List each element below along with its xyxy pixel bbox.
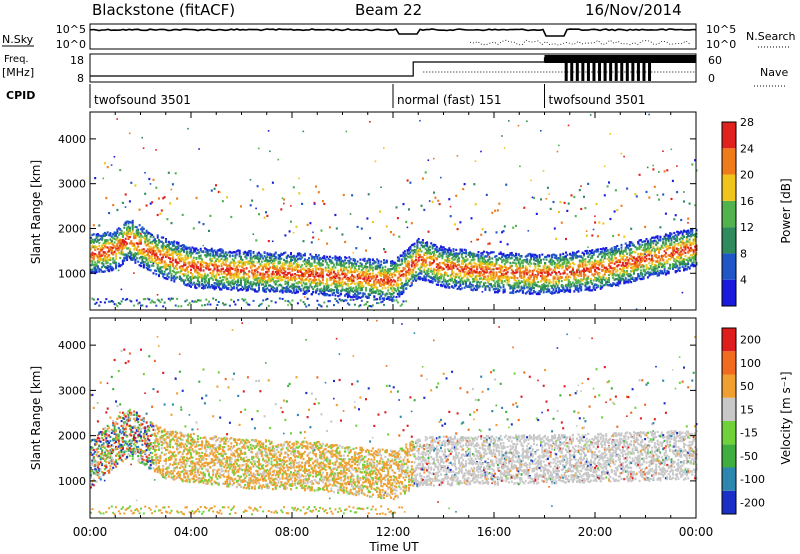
colorbar-tick-label: -50 <box>740 450 758 463</box>
freq-tick-top: 18 <box>70 54 84 67</box>
time-axis-label: Time UT <box>368 540 419 554</box>
x-tick-label: 16:00 <box>477 525 512 539</box>
x-tick-label: 04:00 <box>174 525 209 539</box>
freq-label: Freq. <box>4 54 29 65</box>
colorbar-swatch <box>722 490 736 514</box>
colorbar-tick-label: 200 <box>740 334 761 347</box>
beam-title: Beam 22 <box>355 1 422 19</box>
y-tick-label: 2000 <box>58 222 86 235</box>
station-title: Blackstone (fitACF) <box>92 1 235 19</box>
colorbar-label: Velocity [m s⁻¹] <box>779 371 793 464</box>
colorbar-swatch <box>722 253 736 280</box>
range-time-cells <box>90 319 698 516</box>
nsearch-line <box>469 39 691 46</box>
y-tick-label: 3000 <box>58 384 86 397</box>
power-colorbar: 4 8 12 16 20 24 28 Power [dB] <box>721 116 793 307</box>
colorbar-label: Power [dB] <box>779 178 793 243</box>
power-panel: 1000 2000 3000 4000 <box>58 111 698 311</box>
cpid-label: CPID <box>6 89 35 102</box>
nave-tick-top: 60 <box>708 54 722 67</box>
colorbar-tick-label: 12 <box>740 221 754 234</box>
cpid-strip: CPID twofsound 3501 normal (fast) 151 twof… <box>6 84 645 108</box>
colorbar-tick-label: -100 <box>740 473 765 486</box>
freq-tick-bottom: 8 <box>77 72 84 85</box>
colorbar-swatch <box>722 279 736 306</box>
nave-bars <box>544 55 696 81</box>
range-time-cells <box>90 113 698 311</box>
colorbar-tick-label: 20 <box>740 169 754 182</box>
colorbar-swatch <box>722 374 736 398</box>
x-tick-label: 08:00 <box>275 525 310 539</box>
nsky-label: N.Sky <box>2 33 34 46</box>
cpid-segment-label: twofsound 3501 <box>549 93 646 107</box>
colorbar-swatch <box>722 421 736 445</box>
colorbar-tick-label: 50 <box>740 380 754 393</box>
velocity-colorbar: 200 100 50 15 -15 -50 -100 -200 Velocity [m s⁻¹] <box>721 327 793 515</box>
colorbar-swatch <box>722 467 736 491</box>
y-tick-label: 3000 <box>58 178 86 191</box>
y-tick-label: 1000 <box>58 475 86 488</box>
cpid-segment-label: normal (fast) 151 <box>397 93 501 107</box>
y-tick-label: 4000 <box>58 339 86 352</box>
colorbar-tick-label: -200 <box>740 496 765 509</box>
time-axis: 00:00 04:00 08:00 12:00 16:00 20:00 00:00 <box>73 525 714 539</box>
nsky-strip: N.Sky 10^5 10^0 10^5 10^0 N.Search <box>2 23 796 51</box>
colorbar-tick-label: 24 <box>740 142 754 155</box>
velocity-panel: 1000 2000 3000 4000 <box>58 317 698 519</box>
nave-tick-bottom: 0 <box>708 72 715 85</box>
colorbar-tick-label: 100 <box>740 357 761 370</box>
colorbar-tick-label: -15 <box>740 427 758 440</box>
colorbar-swatch <box>722 328 736 352</box>
x-tick-label: 00:00 <box>73 525 108 539</box>
nsky-tick-top: 10^5 <box>56 23 86 36</box>
freq-strip: Freq. [MHz] 18 8 60 0 Nave <box>2 53 788 87</box>
nsearch-label: N.Search <box>746 30 796 43</box>
freq-unit: [MHz] <box>2 66 34 79</box>
x-tick-label: 12:00 <box>376 525 411 539</box>
colorbar-tick-label: 15 <box>740 403 754 416</box>
colorbar-swatch <box>722 122 736 149</box>
colorbar-swatch <box>722 227 736 254</box>
colorbar-swatch <box>722 444 736 468</box>
power-panel-ylabel: Slant Range [km] <box>29 160 43 264</box>
nsky-tick-bottom: 10^0 <box>56 38 86 51</box>
colorbar-tick-label: 8 <box>740 247 747 260</box>
colorbar-tick-label: 16 <box>740 195 754 208</box>
date-title: 16/Nov/2014 <box>585 1 682 19</box>
x-tick-label: 00:00 <box>679 525 714 539</box>
colorbar-swatch <box>722 397 736 421</box>
y-tick-label: 2000 <box>58 430 86 443</box>
x-tick-label: 20:00 <box>578 525 613 539</box>
velocity-panel-ylabel: Slant Range [km] <box>29 366 43 470</box>
colorbar-swatch <box>722 148 736 175</box>
colorbar-tick-label: 4 <box>740 274 747 287</box>
nave-label: Nave <box>760 66 788 79</box>
nsearch-tick-bottom: 10^0 <box>706 38 736 51</box>
colorbar-swatch <box>722 200 736 228</box>
cpid-segment-label: twofsound 3501 <box>94 93 191 107</box>
y-tick-label: 1000 <box>58 267 86 280</box>
y-tick-label: 4000 <box>58 133 86 146</box>
colorbar-swatch <box>722 174 736 201</box>
colorbar-swatch <box>722 351 736 375</box>
nsky-line <box>89 28 697 37</box>
colorbar-tick-label: 28 <box>740 116 754 129</box>
nsearch-tick-top: 10^5 <box>706 23 736 36</box>
